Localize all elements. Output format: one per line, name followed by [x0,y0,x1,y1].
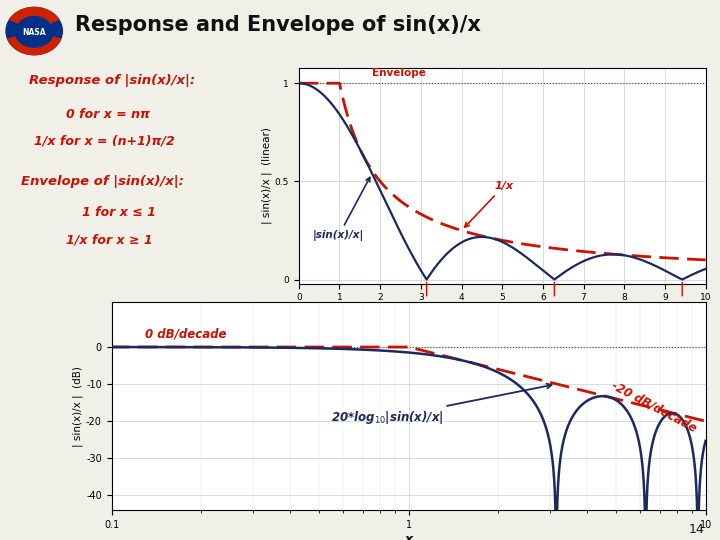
Text: -20 dB/decade: -20 dB/decade [610,379,699,435]
Circle shape [6,8,63,55]
Text: 20*log$_{10}$|sin(x)/x|: 20*log$_{10}$|sin(x)/x| [331,383,552,426]
Text: π: π [422,316,431,327]
Text: 0 for x = nπ: 0 for x = nπ [66,108,150,121]
Text: Envelope: Envelope [372,68,426,78]
Text: 3π: 3π [674,316,690,327]
Text: 1/x: 1/x [464,181,513,227]
Wedge shape [8,37,60,55]
Text: Response of |sin(x)/x|:: Response of |sin(x)/x|: [29,74,194,87]
Text: 1/x for x ≥ 1: 1/x for x ≥ 1 [66,233,153,246]
Text: 2π: 2π [546,316,562,327]
Text: 14: 14 [688,523,704,536]
Wedge shape [10,8,58,23]
X-axis label: x: x [499,319,505,329]
Text: 0 dB/decade: 0 dB/decade [145,328,227,341]
Y-axis label: | sin(x)/x |  (dB): | sin(x)/x | (dB) [73,366,84,447]
Y-axis label: | sin(x)/x |  (linear): | sin(x)/x | (linear) [261,127,272,224]
Text: |sin(x)/x|: |sin(x)/x| [313,178,370,241]
Text: Response and Envelope of sin(x)/x: Response and Envelope of sin(x)/x [75,15,481,35]
Text: Envelope of |sin(x)/x|:: Envelope of |sin(x)/x|: [21,175,184,188]
Text: 1 for x ≤ 1: 1 for x ≤ 1 [82,206,156,219]
X-axis label: x: x [405,533,413,540]
Text: 1/x for x = (n+1)π/2: 1/x for x = (n+1)π/2 [34,135,174,148]
Text: NASA: NASA [22,28,46,37]
